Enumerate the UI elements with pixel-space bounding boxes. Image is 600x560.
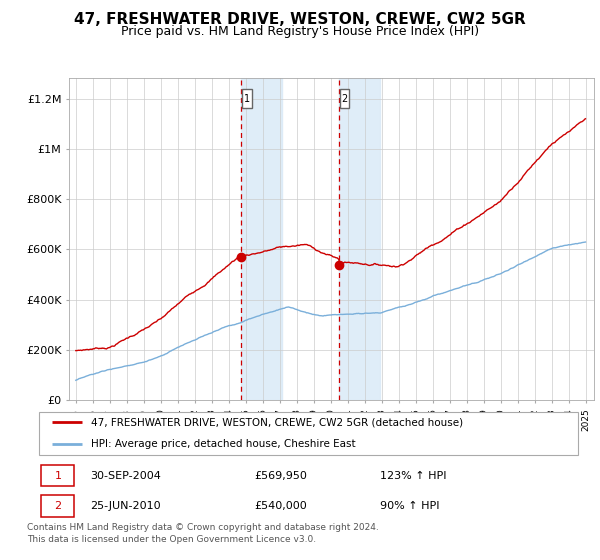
Text: £569,950: £569,950 (254, 471, 307, 481)
Bar (241, 78, 282, 400)
Text: 47, FRESHWATER DRIVE, WESTON, CREWE, CW2 5GR: 47, FRESHWATER DRIVE, WESTON, CREWE, CW2… (74, 12, 526, 27)
Text: Price paid vs. HM Land Registry's House Price Index (HPI): Price paid vs. HM Land Registry's House … (121, 25, 479, 38)
Text: 2: 2 (341, 94, 348, 104)
Text: £540,000: £540,000 (254, 501, 307, 511)
Text: 123% ↑ HPI: 123% ↑ HPI (380, 471, 446, 481)
Text: HPI: Average price, detached house, Cheshire East: HPI: Average price, detached house, Ches… (91, 440, 355, 450)
Text: 2: 2 (54, 501, 61, 511)
Text: 30-SEP-2004: 30-SEP-2004 (91, 471, 161, 481)
FancyBboxPatch shape (41, 495, 74, 517)
Text: 47, FRESHWATER DRIVE, WESTON, CREWE, CW2 5GR (detached house): 47, FRESHWATER DRIVE, WESTON, CREWE, CW2… (91, 417, 463, 427)
Text: 25-JUN-2010: 25-JUN-2010 (91, 501, 161, 511)
Bar (242, 89, 251, 108)
FancyBboxPatch shape (41, 465, 74, 487)
Bar (339, 78, 380, 400)
Text: 1: 1 (244, 94, 250, 104)
FancyBboxPatch shape (39, 412, 578, 455)
Bar (340, 89, 349, 108)
Text: 90% ↑ HPI: 90% ↑ HPI (380, 501, 439, 511)
Text: 1: 1 (55, 471, 61, 481)
Text: Contains HM Land Registry data © Crown copyright and database right 2024.
This d: Contains HM Land Registry data © Crown c… (27, 523, 379, 544)
